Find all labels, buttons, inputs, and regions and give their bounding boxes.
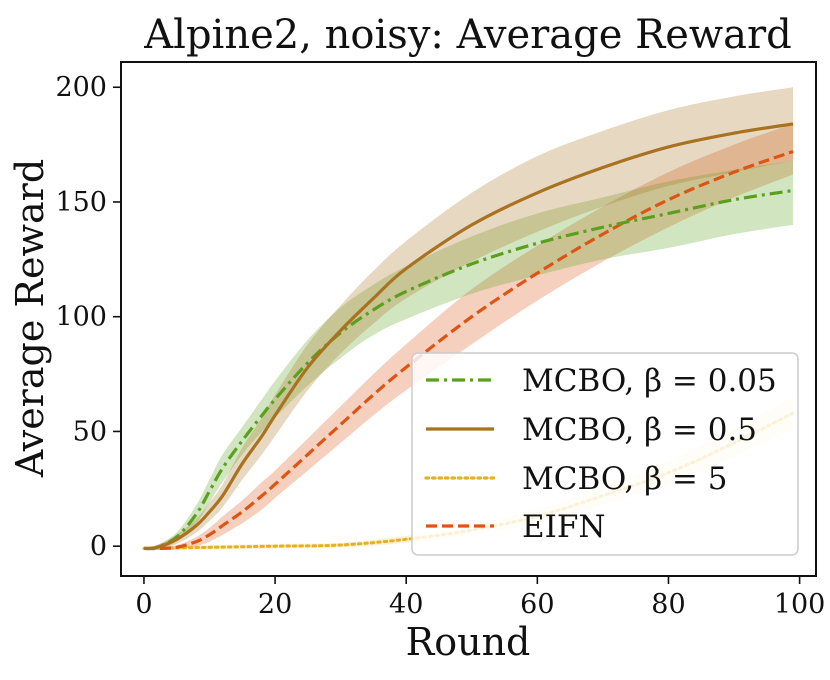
line-eifn: [143, 149, 794, 551]
legend: MCBO, β = 0.05 MCBO, β = 0.5 MCBO, β = 5…: [411, 352, 799, 556]
y-tick-label: 200: [55, 72, 107, 103]
legend-entry-mcbo-beta-0.05: MCBO, β = 0.05: [426, 363, 777, 399]
y-tick-label: 50: [73, 416, 107, 447]
x-tick-label: 0: [135, 589, 152, 620]
legend-label-mcbo-beta-0.05: MCBO, β = 0.05: [522, 363, 777, 399]
legend-frame: [411, 352, 799, 556]
legend-label-eifn: EIFN: [522, 509, 606, 545]
legend-entry-eifn: EIFN: [426, 509, 606, 545]
y-tick-label: 0: [90, 531, 107, 562]
x-tick-label: 60: [520, 589, 554, 620]
x-tick-label: 80: [651, 589, 685, 620]
plot-frame: [120, 61, 817, 577]
line-mcbo-0.05: [143, 188, 794, 551]
chart-title: Alpine2, noisy: Average Reward: [143, 12, 791, 58]
legend-entry-mcbo-beta-5: MCBO, β = 5: [424, 461, 727, 497]
x-tick-label: 40: [389, 589, 423, 620]
x-tick-label: 100: [774, 589, 826, 620]
y-tick-label: 100: [55, 302, 107, 333]
axis-ticks: 0 20 40 60 80 100 0 50 100 150 200: [55, 72, 825, 620]
legend-label-mcbo-beta-0.5: MCBO, β = 0.5: [522, 412, 757, 448]
legend-entry-mcbo-beta-0.5: MCBO, β = 0.5: [426, 412, 757, 448]
y-axis-label: Average Reward: [8, 159, 52, 478]
y-tick-label: 150: [55, 187, 107, 218]
x-axis-label: Round: [406, 620, 531, 664]
band-eifn: [143, 123, 794, 550]
x-tick-label: 20: [258, 589, 292, 620]
line-mcbo-0.5: [143, 122, 794, 551]
legend-label-mcbo-beta-5: MCBO, β = 5: [522, 461, 727, 497]
